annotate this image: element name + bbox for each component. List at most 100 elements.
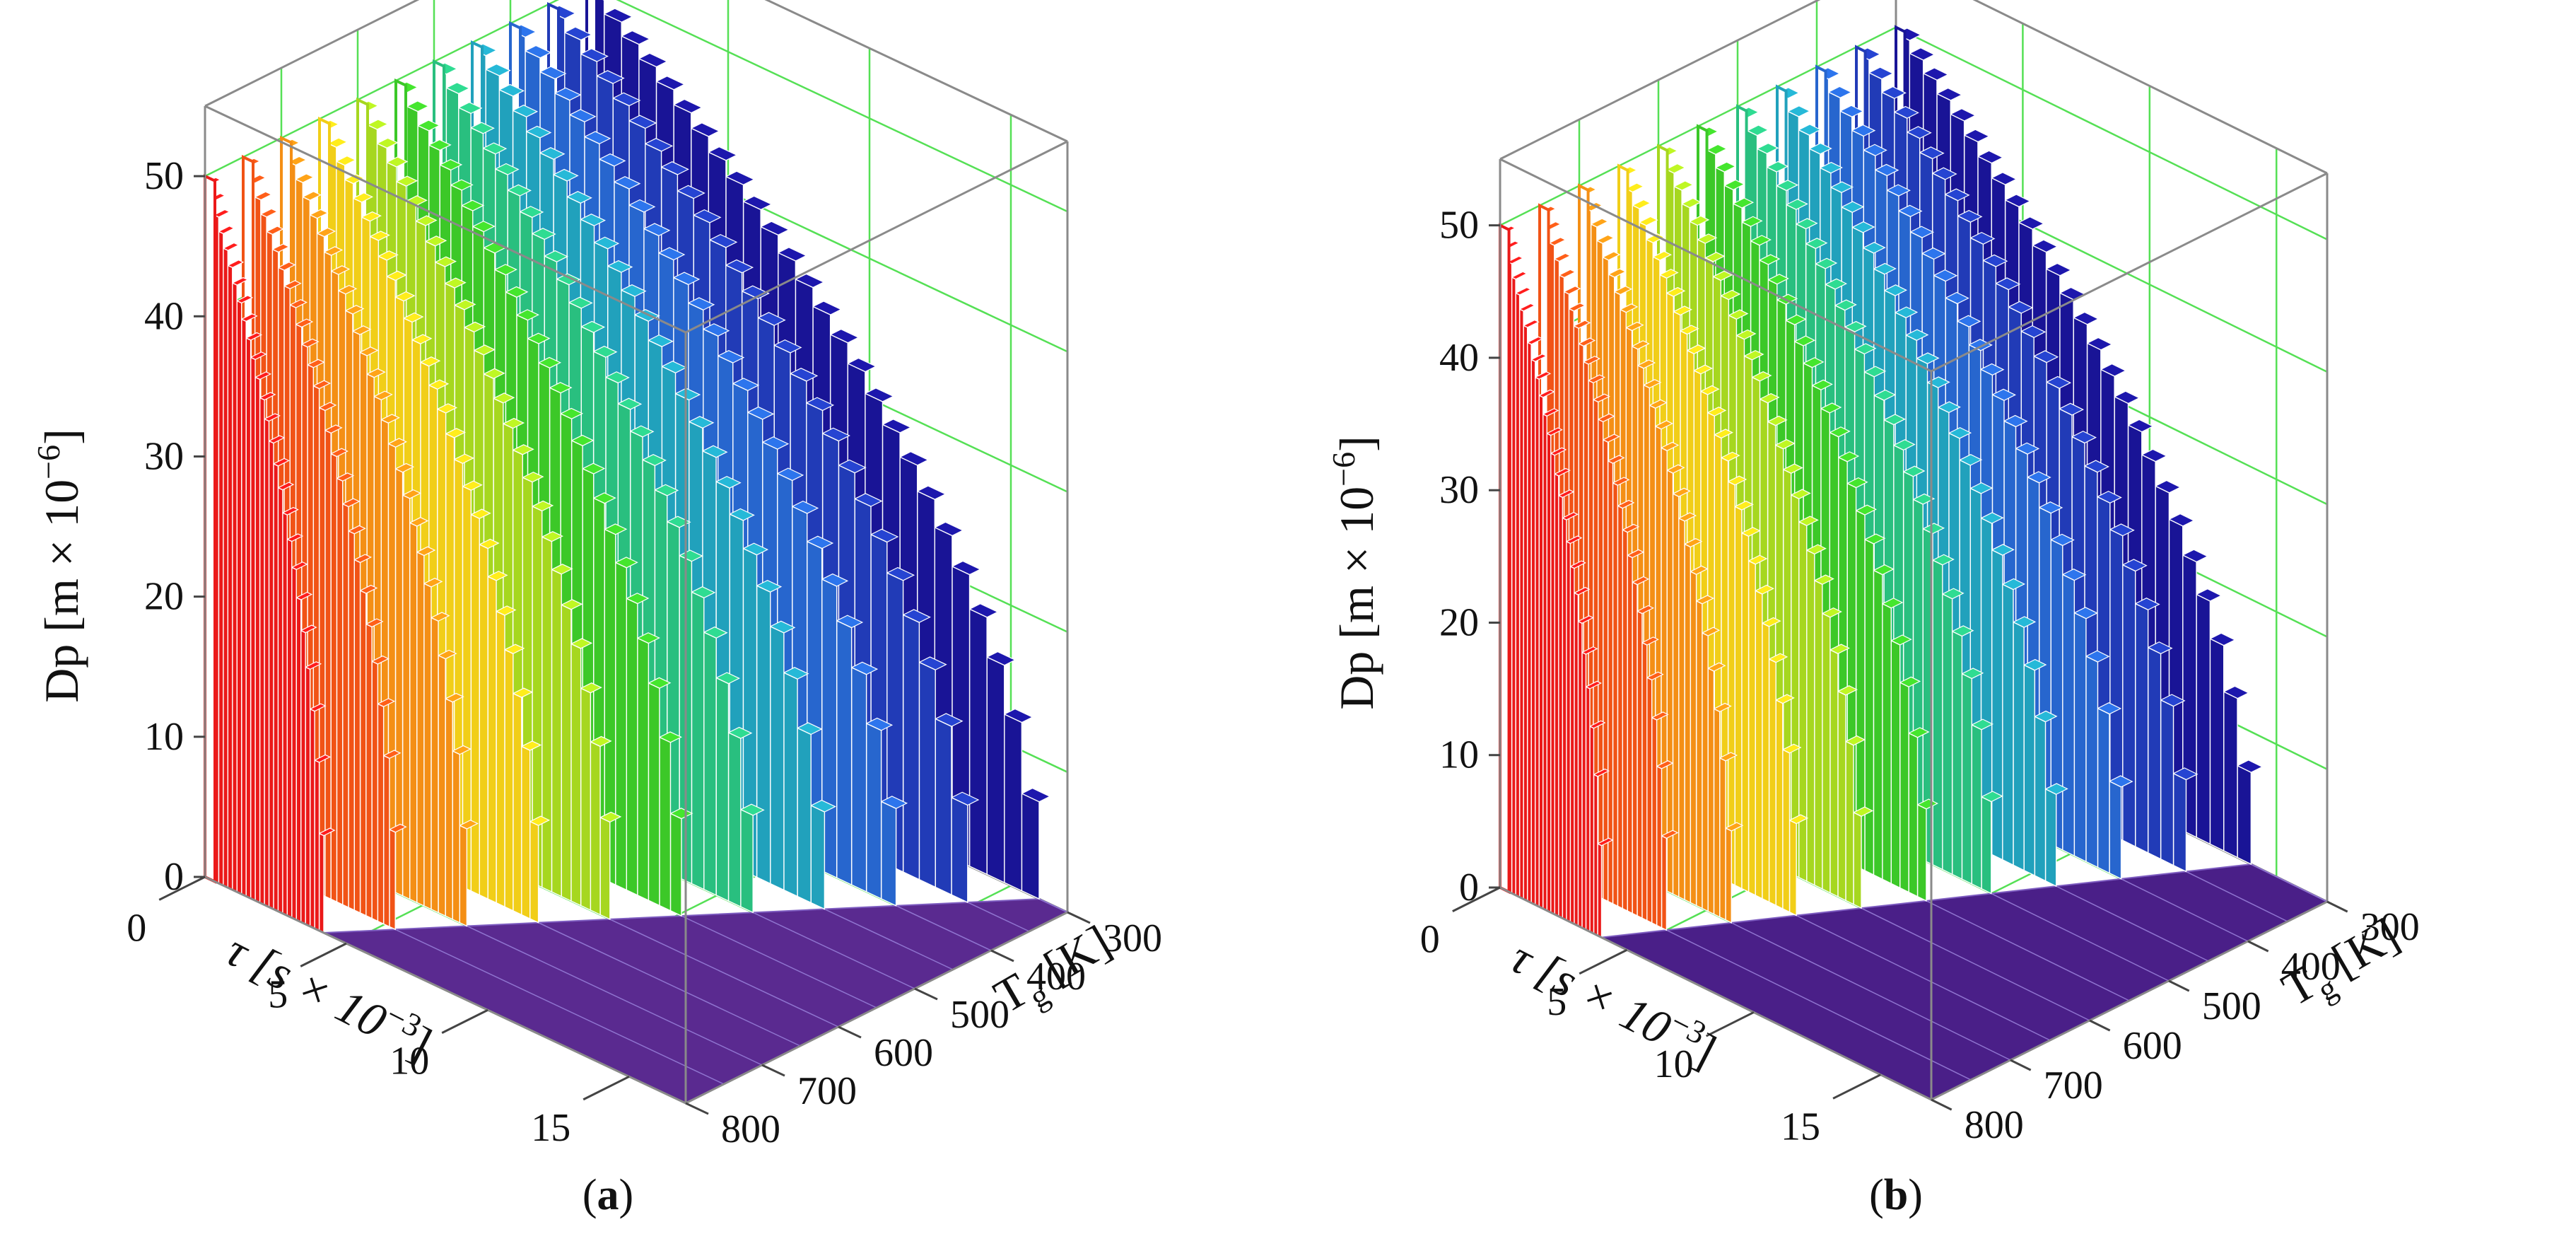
bar — [1511, 276, 1516, 896]
x-tick-label: 5 — [268, 973, 288, 1017]
bar — [305, 666, 311, 928]
bar-series — [1499, 223, 1614, 938]
bar — [659, 736, 672, 912]
y-tick — [761, 1064, 785, 1077]
floor-line — [2121, 878, 2249, 942]
bar — [291, 566, 297, 921]
y-tick-label: 400 — [1026, 955, 1086, 999]
bar — [2135, 603, 2149, 854]
bar — [570, 643, 582, 907]
bar — [1627, 554, 1633, 914]
bar-series-group — [204, 0, 1051, 934]
bar — [268, 440, 274, 910]
z-tick-label: 10 — [1439, 733, 1479, 777]
bar — [1004, 713, 1023, 892]
frame-edge — [204, 105, 686, 334]
gridline — [204, 0, 1068, 213]
bar — [336, 477, 344, 906]
y-tick — [2326, 900, 2348, 913]
bar — [377, 703, 385, 925]
y-tick-label: 600 — [874, 1031, 933, 1075]
bar — [810, 805, 826, 910]
y-tick — [2247, 940, 2269, 953]
bar — [1890, 639, 1901, 889]
bar — [1864, 538, 1875, 876]
bar — [2223, 691, 2238, 859]
bar — [1597, 842, 1603, 938]
z-axis-label: Dp [m × 10−6] — [1325, 436, 1383, 710]
bar — [1558, 494, 1564, 919]
y-tick — [914, 987, 938, 1001]
x-axis: 0 5 10 15 — [1420, 886, 1881, 1148]
bar — [669, 813, 682, 917]
y-tick-label: 500 — [2202, 984, 2261, 1028]
bar — [2172, 772, 2187, 873]
bar — [1646, 676, 1653, 924]
frame-edge — [1499, 158, 1932, 373]
bar — [342, 503, 349, 909]
bar — [359, 590, 367, 917]
floor-line — [2251, 863, 2328, 902]
bar — [459, 825, 468, 927]
bar — [1566, 540, 1571, 923]
bar — [1806, 549, 1815, 886]
y-tick — [2089, 1019, 2111, 1032]
bar — [470, 513, 480, 896]
frame-edge — [1931, 900, 2328, 1101]
y-tick — [2010, 1059, 2032, 1071]
z-tick-label: 40 — [1439, 336, 1479, 380]
y-tick — [2168, 979, 2190, 992]
bar — [254, 376, 261, 904]
floor-line — [609, 919, 839, 1028]
bar — [599, 816, 611, 921]
bar — [770, 625, 785, 891]
bar — [2073, 612, 2087, 863]
x-tick-label: 5 — [1547, 980, 1567, 1024]
floor-line — [752, 912, 915, 989]
bar — [1775, 699, 1784, 910]
x-tick — [1705, 1011, 1755, 1037]
bar — [880, 801, 897, 907]
z-axis-label: Dp [m × 10−6] — [30, 429, 88, 703]
bar — [309, 708, 315, 930]
bar-initial — [204, 173, 216, 884]
y-tick — [990, 949, 1014, 962]
bar — [1661, 834, 1668, 931]
bar — [590, 740, 601, 916]
bar — [615, 562, 628, 891]
chart-panel-b: 0 10 20 30 40 50 0 5 10 15 300 400 500 600 700 800 Dp [m… — [1288, 0, 2576, 1239]
bar — [740, 808, 754, 914]
frame-edge — [685, 140, 1068, 334]
floor-line — [538, 922, 801, 1047]
bar — [1518, 308, 1524, 900]
bar — [1695, 600, 1703, 909]
bar — [452, 750, 461, 924]
y-tick — [1067, 911, 1091, 924]
bar — [1991, 549, 2003, 861]
bar — [232, 281, 238, 893]
bar — [300, 629, 306, 925]
bar — [637, 637, 650, 902]
bar — [986, 656, 1005, 884]
x-tick — [158, 876, 206, 901]
bar — [1768, 658, 1776, 907]
bar — [1546, 432, 1552, 914]
z-tick-label: 50 — [144, 154, 184, 198]
bar — [968, 608, 988, 876]
bar — [865, 722, 882, 900]
bar — [2062, 574, 2076, 857]
bar — [783, 672, 798, 897]
frame-edge — [204, 0, 420, 107]
bar — [318, 407, 326, 897]
panel-label: (b) — [1869, 1171, 1923, 1219]
chart-panel-a: 0 10 20 30 40 50 0 5 10 15 300 400 500 600 700 800 Dp [m… — [30, 0, 1162, 1219]
bar — [1622, 529, 1628, 912]
floor-line — [824, 908, 954, 970]
bar — [218, 231, 224, 887]
bar — [1542, 413, 1547, 912]
bar — [1713, 708, 1721, 918]
floor-line — [1991, 892, 2170, 982]
z-tick-label: 10 — [144, 715, 184, 759]
